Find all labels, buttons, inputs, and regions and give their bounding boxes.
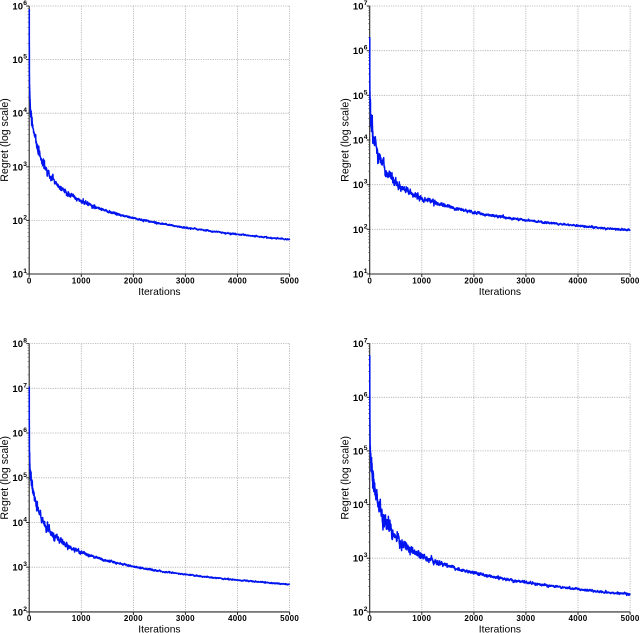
svg-text:10: 10: [12, 216, 23, 227]
svg-text:2: 2: [364, 223, 368, 230]
svg-text:6: 6: [23, 0, 27, 7]
svg-text:5000: 5000: [280, 614, 299, 623]
svg-text:1: 1: [23, 268, 27, 275]
svg-text:4000: 4000: [228, 276, 247, 285]
svg-text:10: 10: [353, 393, 364, 404]
svg-text:10: 10: [12, 2, 23, 13]
svg-text:10: 10: [353, 446, 364, 457]
svg-text:Iterations: Iterations: [138, 625, 180, 633]
svg-text:7: 7: [23, 382, 27, 389]
svg-text:2000: 2000: [464, 614, 483, 623]
svg-text:1000: 1000: [72, 276, 91, 285]
svg-text:5000: 5000: [621, 614, 640, 623]
svg-text:Regret (log scale): Regret (log scale): [340, 436, 352, 520]
svg-text:10: 10: [353, 339, 364, 350]
svg-text:10: 10: [353, 500, 364, 511]
svg-text:5: 5: [364, 445, 368, 452]
svg-text:4000: 4000: [569, 276, 588, 285]
svg-text:5: 5: [23, 472, 27, 479]
svg-text:10: 10: [12, 563, 23, 574]
svg-text:10: 10: [12, 518, 23, 529]
svg-text:2000: 2000: [124, 276, 143, 285]
svg-text:3000: 3000: [176, 614, 195, 623]
svg-text:5000: 5000: [621, 276, 640, 285]
svg-text:6: 6: [364, 45, 368, 52]
svg-text:2: 2: [23, 606, 27, 613]
svg-text:5: 5: [23, 54, 27, 61]
svg-text:Regret (log scale): Regret (log scale): [0, 98, 11, 182]
svg-text:10: 10: [353, 2, 364, 13]
svg-text:4: 4: [364, 499, 368, 506]
svg-text:10: 10: [12, 473, 23, 484]
svg-text:1000: 1000: [412, 614, 431, 623]
svg-text:Regret (log scale): Regret (log scale): [0, 436, 11, 520]
svg-text:3000: 3000: [176, 276, 195, 285]
svg-text:10: 10: [353, 607, 364, 618]
svg-text:7: 7: [364, 338, 368, 345]
svg-text:0: 0: [367, 276, 372, 285]
svg-text:10: 10: [12, 384, 23, 395]
svg-text:3: 3: [364, 552, 368, 559]
svg-text:3: 3: [23, 161, 27, 168]
svg-text:8: 8: [23, 338, 27, 345]
svg-text:10: 10: [353, 136, 364, 147]
svg-text:1000: 1000: [72, 614, 91, 623]
svg-text:Iterations: Iterations: [138, 287, 180, 298]
svg-text:10: 10: [353, 46, 364, 57]
svg-text:5: 5: [364, 89, 368, 96]
svg-text:0: 0: [27, 276, 32, 285]
svg-text:4: 4: [23, 107, 27, 114]
svg-text:Iterations: Iterations: [479, 625, 521, 633]
svg-text:10: 10: [353, 225, 364, 236]
svg-text:10: 10: [12, 339, 23, 350]
svg-text:2000: 2000: [464, 276, 483, 285]
svg-text:4: 4: [23, 517, 27, 524]
svg-text:10: 10: [353, 554, 364, 565]
svg-text:10: 10: [12, 429, 23, 440]
svg-text:Regret (log scale): Regret (log scale): [340, 98, 352, 182]
svg-text:7: 7: [364, 0, 368, 7]
svg-text:3000: 3000: [516, 614, 535, 623]
svg-text:0: 0: [27, 614, 32, 623]
svg-text:3000: 3000: [516, 276, 535, 285]
svg-text:5000: 5000: [280, 276, 299, 285]
svg-text:10: 10: [353, 91, 364, 102]
svg-text:2: 2: [364, 606, 368, 613]
svg-text:4000: 4000: [228, 614, 247, 623]
svg-text:10: 10: [12, 270, 23, 281]
svg-text:10: 10: [353, 180, 364, 191]
svg-text:10: 10: [12, 55, 23, 66]
svg-text:6: 6: [23, 427, 27, 434]
svg-text:1: 1: [364, 268, 368, 275]
svg-text:4: 4: [364, 134, 368, 141]
svg-text:10: 10: [12, 162, 23, 173]
svg-text:3: 3: [23, 561, 27, 568]
svg-text:3: 3: [364, 179, 368, 186]
svg-text:10: 10: [12, 109, 23, 120]
svg-text:2000: 2000: [124, 614, 143, 623]
svg-text:2: 2: [23, 214, 27, 221]
svg-text:0: 0: [367, 614, 372, 623]
svg-text:4000: 4000: [569, 614, 588, 623]
svg-text:Iterations: Iterations: [479, 287, 521, 298]
svg-text:10: 10: [353, 270, 364, 281]
svg-text:1000: 1000: [412, 276, 431, 285]
svg-text:6: 6: [364, 391, 368, 398]
svg-text:10: 10: [12, 607, 23, 618]
